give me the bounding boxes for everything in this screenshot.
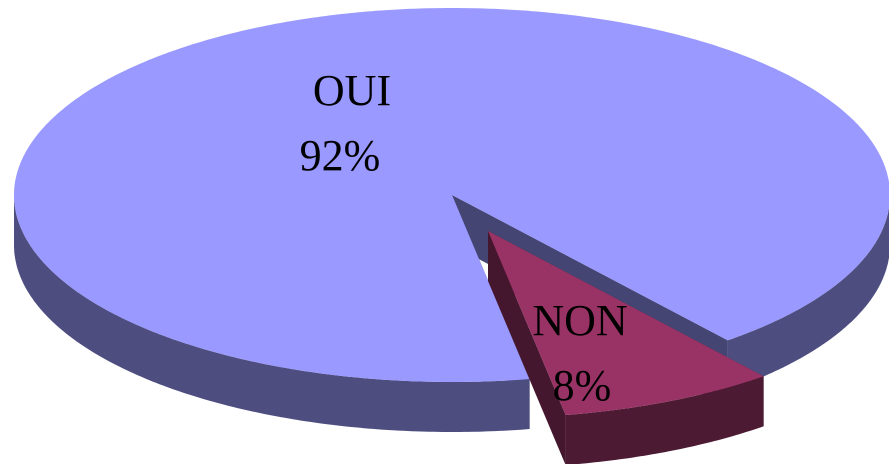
slice-label: NON xyxy=(532,296,627,345)
slice xyxy=(14,8,889,382)
slice-label: OUI xyxy=(313,66,391,115)
slice xyxy=(488,231,764,415)
slice-wall xyxy=(488,231,566,464)
slice-side xyxy=(727,207,889,391)
slice-side xyxy=(14,195,530,432)
slice-side xyxy=(565,376,764,464)
slice-value-label: 92% xyxy=(300,131,381,180)
slice-value-label: 8% xyxy=(553,361,612,410)
